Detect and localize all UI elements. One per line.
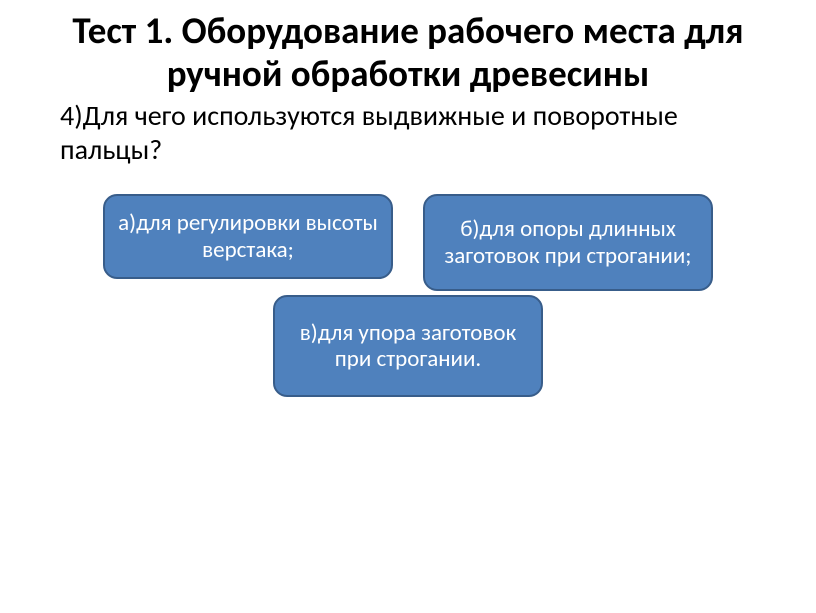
test-title: Тест 1. Оборудование рабочего места для … [40,10,776,95]
slide-container: Тест 1. Оборудование рабочего места для … [0,0,816,613]
question-text: 4)Для чего используются выдвижные и пово… [40,99,776,166]
option-c[interactable]: в)для упора заготовок при строгании. [273,295,543,397]
options-top-row: а)для регулировки высоты верстака; б)для… [40,194,776,291]
option-c-label: в)для упора заготовок при строгании. [287,320,529,373]
option-a-label: а)для регулировки высоты верстака; [117,210,379,263]
option-b-label: б)для опоры длинных заготовок при строга… [437,216,699,269]
options-bottom-row: в)для упора заготовок при строгании. [40,295,776,397]
option-a[interactable]: а)для регулировки высоты верстака; [103,194,393,279]
option-b[interactable]: б)для опоры длинных заготовок при строга… [423,194,713,291]
